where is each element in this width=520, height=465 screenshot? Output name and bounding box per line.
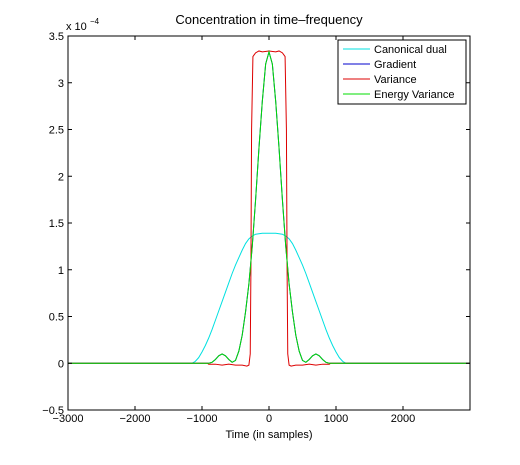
legend-box	[337, 39, 467, 105]
legend-label: Variance	[374, 74, 417, 86]
y-tick-label: 1	[58, 265, 64, 277]
y-tick-label: 3.5	[49, 31, 64, 43]
x-tick-label: −1000	[187, 413, 218, 425]
y-multiplier-base: x 10	[66, 21, 87, 33]
y-multiplier: x 10 −4	[66, 17, 100, 33]
y-tick-label: 2	[58, 171, 64, 183]
y-tick-label: 1.5	[49, 218, 64, 230]
y-tick-label: 0.5	[49, 312, 64, 324]
x-tick-label: −2000	[120, 413, 151, 425]
series-line-3	[68, 50, 470, 364]
series-layer	[68, 50, 470, 367]
y-tick-label: −0.5	[42, 405, 64, 417]
y-tick-label: 2.5	[49, 125, 64, 137]
legend: Canonical dual Gradient Variance Energy Var…	[337, 39, 467, 105]
y-tick-label: 0	[58, 358, 64, 370]
x-tick-layer: −3000 −2000 −1000 0 1000 2000	[53, 36, 415, 425]
legend-label: Energy Variance	[374, 89, 455, 101]
y-tick-label: 3	[58, 78, 64, 90]
legend-label: Canonical dual	[374, 44, 447, 56]
y-tick-layer: −0.5 0 0.5 1 1.5 2 2.5 3 3.5	[42, 31, 470, 417]
x-tick-label: 1000	[324, 413, 348, 425]
x-axis-label: Time (in samples)	[226, 429, 313, 441]
y-multiplier-exponent: −4	[90, 17, 100, 26]
x-tick-label: 2000	[391, 413, 415, 425]
x-tick-label: −3000	[53, 413, 84, 425]
x-tick-label: 0	[266, 413, 272, 425]
legend-label: Gradient	[374, 59, 416, 71]
chart-title: Concentration in time–frequency	[175, 12, 363, 27]
series-line-0	[68, 232, 470, 364]
